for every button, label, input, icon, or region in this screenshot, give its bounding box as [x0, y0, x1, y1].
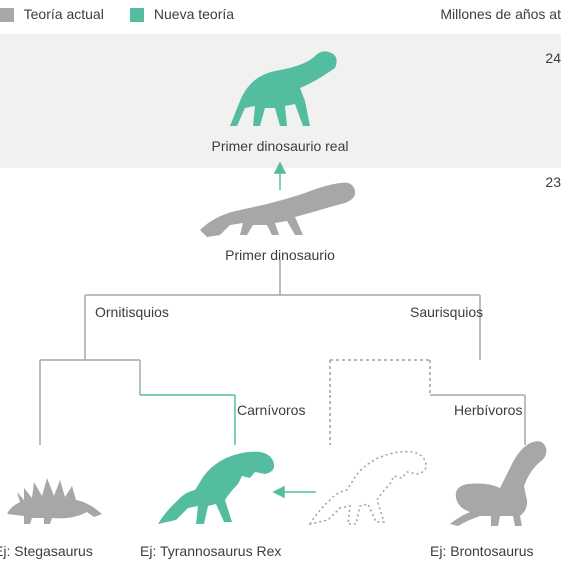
carn-label: Carnívoros: [237, 402, 305, 418]
herb-label: Herbívoros: [454, 402, 522, 418]
ornith-label: Ornitisquios: [95, 304, 169, 320]
brontosaurus-icon: [448, 438, 560, 538]
bronto-label: Ej: Brontosaurus: [430, 543, 560, 559]
stego-label: Ej: Stegasaurus: [0, 543, 114, 559]
trex-dotted-icon: [302, 442, 432, 537]
trex-icon: [150, 442, 280, 537]
saur-label: Saurisquios: [410, 304, 483, 320]
trex-label: Ej: Tyrannosaurus Rex: [140, 543, 320, 559]
stegosaurus-icon: [2, 452, 107, 532]
